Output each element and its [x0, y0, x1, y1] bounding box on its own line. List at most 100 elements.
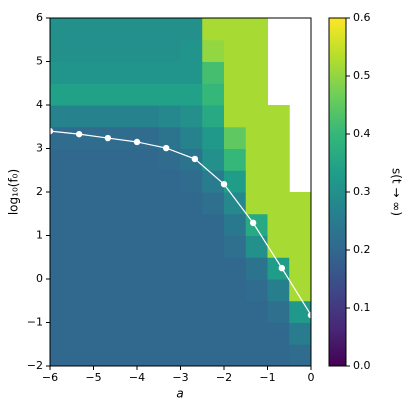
heatmap-cell: [158, 257, 181, 280]
heatmap-cell: [71, 322, 94, 345]
heatmap-cell: [158, 322, 181, 345]
heatmap-cell: [224, 105, 247, 128]
heatmap-cell: [115, 279, 138, 302]
line-point: [220, 180, 228, 188]
heatmap-cell: [158, 126, 181, 149]
heatmap-cell: [115, 300, 138, 323]
heatmap-cell: [137, 18, 160, 41]
heatmap-cell: [137, 148, 160, 171]
heatmap-cell: [180, 279, 203, 302]
heatmap-cell: [245, 170, 268, 193]
heatmap-cell: [267, 344, 290, 367]
line-point: [278, 264, 286, 272]
heatmap-cell: [202, 279, 225, 302]
heatmap-cell: [71, 61, 94, 84]
heatmap-cell: [158, 235, 181, 258]
heatmap-cell: [137, 235, 160, 258]
heatmap-cell: [50, 18, 73, 41]
heatmap-cell: [245, 126, 268, 149]
heatmap-cell: [245, 322, 268, 345]
colorbar-tick-label: 0.4: [353, 127, 371, 140]
heatmap-cell: [180, 61, 203, 84]
heatmap-cell: [50, 83, 73, 106]
heatmap-cell: [245, 83, 268, 106]
heatmap-cell: [202, 257, 225, 280]
heatmap-cell: [115, 105, 138, 128]
heatmap-cell: [224, 61, 247, 84]
heatmap-cell: [137, 39, 160, 62]
heatmap-cell: [267, 192, 290, 215]
heatmap-cell: [202, 192, 225, 215]
heatmap-cell: [115, 192, 138, 215]
heatmap-cell: [158, 344, 181, 367]
heatmap-cell: [289, 235, 312, 258]
heatmap-cell: [267, 126, 290, 149]
colorbar-tick-label: 0.1: [353, 301, 371, 314]
heatmap-cell: [202, 126, 225, 149]
heatmap-cell: [267, 235, 290, 258]
heatmap-cell: [158, 170, 181, 193]
heatmap-cell: [137, 192, 160, 215]
heatmap-cell: [202, 322, 225, 345]
line-point: [133, 138, 141, 146]
heatmap-cell: [71, 18, 94, 41]
heatmap-cell: [224, 170, 247, 193]
heatmap-cell: [71, 39, 94, 62]
heatmap-cell: [71, 279, 94, 302]
heatmap-cell: [71, 83, 94, 106]
heatmap-cell: [71, 126, 94, 149]
heatmap-cell: [202, 213, 225, 236]
y-tick-label: −1: [27, 316, 43, 329]
heatmap-cell: [137, 322, 160, 345]
heatmap-cell: [71, 235, 94, 258]
heatmap-cell: [224, 126, 247, 149]
heatmap-cell: [137, 279, 160, 302]
heatmap-cell: [93, 170, 116, 193]
heatmap-cell: [202, 18, 225, 41]
line-point: [162, 144, 170, 152]
heatmap-cell: [245, 148, 268, 171]
heatmap-cell: [50, 126, 73, 149]
colorbar: [328, 17, 347, 367]
heatmap-cell: [115, 344, 138, 367]
heatmap-cell: [180, 83, 203, 106]
heatmap-cell: [202, 344, 225, 367]
heatmap-cell: [158, 61, 181, 84]
heatmap-cell: [267, 148, 290, 171]
heatmap-cell: [289, 257, 312, 280]
heatmap-cell: [93, 213, 116, 236]
heatmap-cell: [137, 344, 160, 367]
heatmap-cell: [245, 344, 268, 367]
heatmap-cell: [245, 105, 268, 128]
heatmap-cell: [71, 192, 94, 215]
heatmap-cell: [93, 105, 116, 128]
heatmap-cell: [71, 300, 94, 323]
heatmap-cell: [158, 279, 181, 302]
heatmap-cell: [180, 126, 203, 149]
heatmap-cell: [267, 105, 290, 128]
heatmap-cell: [50, 192, 73, 215]
heatmap-cell: [224, 257, 247, 280]
x-tick-label: −1: [259, 371, 275, 384]
colorbar-tick-label: 0.2: [353, 243, 371, 256]
heatmap-cell: [50, 322, 73, 345]
heatmap-cell: [180, 322, 203, 345]
heatmap-cell: [202, 300, 225, 323]
x-tick-label: −6: [42, 371, 58, 384]
heatmap-cell: [137, 105, 160, 128]
heatmap-cell: [224, 213, 247, 236]
heatmap-cell: [180, 105, 203, 128]
heatmap-cell: [137, 170, 160, 193]
heatmap-cell: [50, 170, 73, 193]
heatmap-cell: [224, 322, 247, 345]
heatmap-cell: [50, 235, 73, 258]
heatmap-cell: [245, 257, 268, 280]
heatmap-cell: [289, 300, 312, 323]
heatmap-cell: [115, 18, 138, 41]
heatmap-cell: [224, 148, 247, 171]
heatmap-cell: [158, 18, 181, 41]
heatmap-cell: [202, 39, 225, 62]
heatmap-cell: [180, 344, 203, 367]
heatmap-cell: [50, 39, 73, 62]
